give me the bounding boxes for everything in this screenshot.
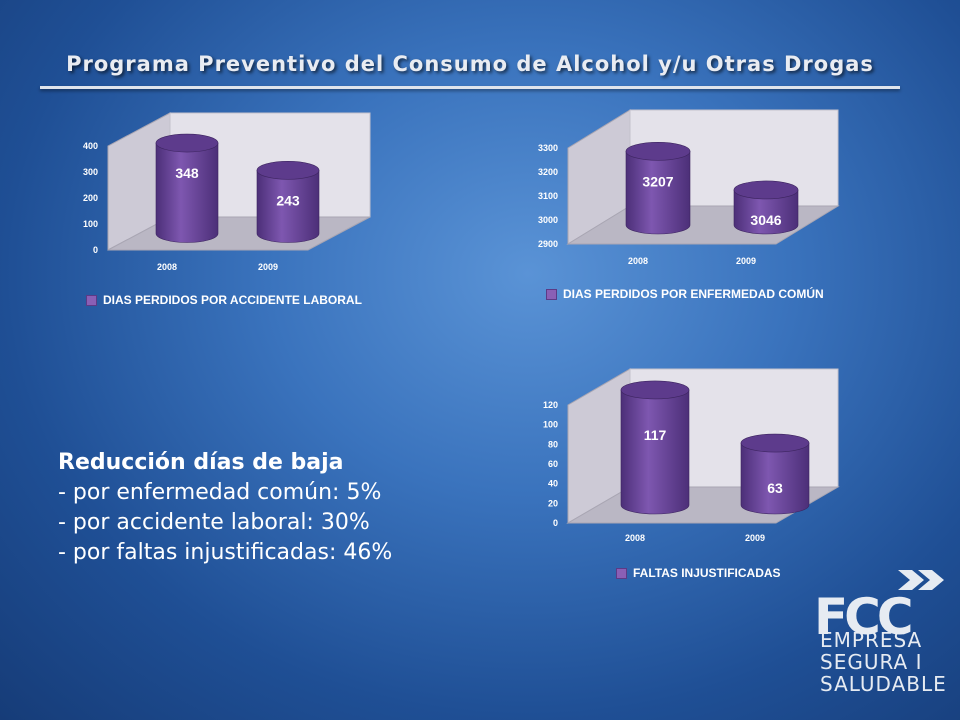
y-tick-label: 3100 bbox=[538, 191, 558, 201]
y-tick-label: 400 bbox=[83, 141, 98, 151]
legend-enfermedad-comun: DIAS PERDIDOS POR ENFERMEDAD COMÚN bbox=[546, 287, 824, 301]
x-tick-label: 2008 bbox=[157, 262, 177, 272]
logo-arrows-icon bbox=[898, 570, 944, 590]
summary-line-faltas: - por faltas injustificadas: 46% bbox=[58, 540, 393, 565]
y-tick-label: 100 bbox=[543, 420, 558, 430]
bar-2008: 3207 bbox=[625, 142, 691, 235]
bar-body bbox=[256, 170, 320, 243]
title-underline bbox=[40, 86, 900, 89]
data-label: 3046 bbox=[750, 212, 781, 228]
bar-body bbox=[155, 142, 219, 243]
bar-2009: 243 bbox=[256, 161, 320, 243]
chart-accidente-laboral: 0 100 200 300 400 348 2008 243 2009 bbox=[60, 100, 390, 275]
bar-body bbox=[733, 189, 799, 235]
x-tick-label: 2009 bbox=[258, 262, 278, 272]
data-label: 117 bbox=[644, 427, 667, 443]
legend-accidente-laboral: DIAS PERDIDOS POR ACCIDENTE LABORAL bbox=[86, 293, 362, 307]
bar-top bbox=[625, 142, 691, 161]
chart-enfermedad-comun: 2900 3000 3100 3200 3300 3207 2008 3046 2009 bbox=[520, 100, 860, 270]
legend-faltas-injustificadas: FALTAS INJUSTIFICADAS bbox=[616, 566, 781, 580]
title-area: Programa Preventivo del Consumo de Alcoh… bbox=[40, 52, 900, 92]
fcc-logo: FCC EMPRESA SEGURA I SALUDABLE bbox=[808, 566, 948, 696]
bar-body bbox=[625, 151, 691, 235]
legend-label: DIAS PERDIDOS POR ACCIDENTE LABORAL bbox=[103, 293, 362, 307]
bar-2009: 3046 bbox=[733, 180, 799, 235]
chart-faltas-injustificadas-svg: 0 20 40 60 80 100 120 117 2008 63 2009 bbox=[543, 368, 840, 543]
y-tick-label: 2900 bbox=[538, 239, 558, 249]
y-tick-label: 80 bbox=[548, 439, 558, 449]
x-tick-label: 2008 bbox=[628, 256, 648, 266]
legend-label: DIAS PERDIDOS POR ENFERMEDAD COMÚN bbox=[563, 287, 824, 301]
x-tick-label: 2008 bbox=[625, 533, 645, 543]
reduction-summary: Reducción días de baja - por enfermedad … bbox=[58, 448, 392, 568]
y-tick-label: 60 bbox=[548, 459, 558, 469]
bar-top bbox=[740, 433, 810, 453]
logo-tagline-2: SEGURA I bbox=[820, 650, 923, 674]
bar-top bbox=[155, 133, 219, 153]
data-label: 3207 bbox=[642, 173, 673, 189]
y-tick-label: 3200 bbox=[538, 167, 558, 177]
legend-swatch bbox=[546, 288, 557, 300]
chart-accidente-laboral-svg: 0 100 200 300 400 348 2008 243 2009 bbox=[83, 112, 371, 272]
legend-label: FALTAS INJUSTIFICADAS bbox=[633, 566, 781, 580]
summary-line-enfermedad: - por enfermedad común: 5% bbox=[58, 480, 382, 505]
bar-2008: 117 bbox=[620, 380, 690, 515]
y-tick-label: 300 bbox=[83, 167, 98, 177]
bar-top bbox=[620, 380, 690, 400]
logo-tagline-3: SALUDABLE bbox=[820, 672, 947, 696]
page-title: Programa Preventivo del Consumo de Alcoh… bbox=[66, 52, 874, 76]
legend-swatch bbox=[616, 567, 627, 579]
x-tick-label: 2009 bbox=[736, 256, 756, 266]
summary-heading: Reducción días de baja bbox=[58, 450, 344, 475]
logo-brand: FCC bbox=[814, 588, 914, 646]
bar-2009: 63 bbox=[740, 433, 810, 515]
x-tick-label: 2009 bbox=[745, 533, 765, 543]
bar-body bbox=[620, 389, 690, 515]
bar-body bbox=[740, 442, 810, 515]
y-tick-label: 120 bbox=[543, 400, 558, 410]
y-tick-label: 0 bbox=[93, 245, 98, 255]
data-label: 348 bbox=[175, 165, 199, 181]
bar-top bbox=[733, 180, 799, 200]
y-tick-label: 100 bbox=[83, 219, 98, 229]
chart-faltas-injustificadas: 0 20 40 60 80 100 120 117 2008 63 2009 bbox=[520, 355, 860, 550]
y-tick-label: 20 bbox=[548, 498, 558, 508]
legend-swatch bbox=[86, 294, 97, 306]
y-tick-label: 3000 bbox=[538, 215, 558, 225]
y-tick-label: 40 bbox=[548, 479, 558, 489]
bar-2008: 348 bbox=[155, 133, 219, 243]
data-label: 63 bbox=[767, 480, 783, 496]
chart-enfermedad-comun-svg: 2900 3000 3100 3200 3300 3207 2008 3046 2009 bbox=[538, 109, 840, 266]
y-tick-label: 200 bbox=[83, 193, 98, 203]
bar-top bbox=[256, 161, 320, 180]
logo-tagline-1: EMPRESA bbox=[820, 628, 923, 652]
summary-line-accidente: - por accidente laboral: 30% bbox=[58, 510, 370, 535]
data-label: 243 bbox=[276, 192, 300, 208]
y-tick-label: 0 bbox=[553, 518, 558, 528]
y-tick-label: 3300 bbox=[538, 143, 558, 153]
